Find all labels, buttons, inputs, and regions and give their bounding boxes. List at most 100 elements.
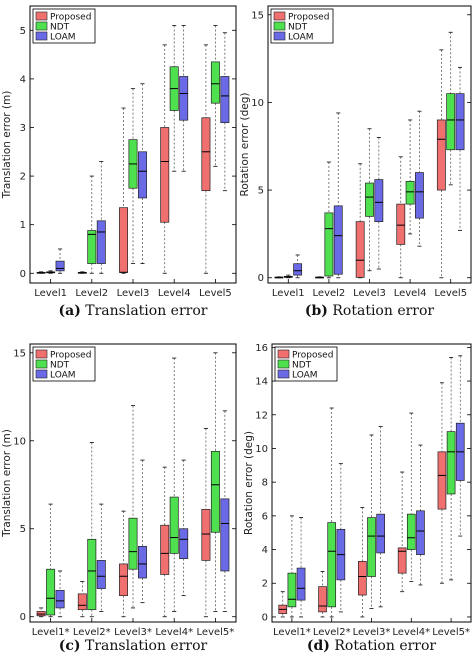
box-loam-3 — [374, 137, 384, 270]
x-tick-label: Level5* — [197, 627, 235, 638]
box-proposed-5 — [201, 428, 211, 618]
caption-letter: (b) — [305, 303, 328, 319]
box-body — [160, 127, 170, 223]
box-loam-5 — [455, 355, 465, 537]
x-tick-label: Level3 — [117, 288, 150, 299]
box-body — [358, 560, 367, 596]
x-tick-label: Level2 — [313, 288, 346, 299]
box-proposed-2 — [318, 571, 327, 618]
x-tick-label: Level1* — [273, 627, 311, 638]
box-body — [210, 61, 220, 104]
legend-label-proposed: Proposed — [50, 13, 91, 23]
box-body — [374, 179, 384, 222]
y-tick-label: 15 — [251, 10, 264, 21]
box-body — [220, 498, 230, 572]
box-body — [296, 567, 306, 601]
box-body — [128, 517, 138, 570]
box-loam-4 — [415, 110, 424, 247]
caption-letter: (c) — [59, 638, 81, 654]
box-loam-5 — [455, 66, 465, 231]
box-ndt-4 — [169, 24, 179, 172]
box-body — [293, 263, 303, 276]
box-ndt-1 — [287, 515, 297, 618]
box-body — [119, 563, 128, 596]
chart-c: 0 5 10 15 Translation error (m) Level1* Level2… — [1, 343, 237, 654]
box-ndt-1 — [46, 270, 56, 274]
box-loam-2 — [96, 503, 106, 612]
box-body — [405, 180, 415, 205]
box-body — [396, 203, 406, 245]
y-tick-label: 2 — [20, 172, 26, 183]
x-tick-label: Level5 — [199, 288, 232, 299]
legend-label-loam: LOAM — [50, 33, 76, 43]
box-ndt-5 — [210, 352, 220, 612]
box-loam-2 — [336, 463, 346, 613]
box-body — [406, 513, 416, 550]
y-tick-label: 10 — [251, 98, 264, 109]
box-body — [355, 221, 365, 278]
y-tick-label: 1 — [20, 220, 26, 231]
legend-swatch-proposed — [35, 349, 48, 359]
chart-d: 0 2 4 6 8 10 12 14 16 Rotation error (deg) Level1*… — [243, 343, 472, 654]
box-ndt-2 — [324, 161, 334, 279]
legend-swatch-loam — [277, 369, 290, 379]
box-ndt-1 — [46, 503, 56, 618]
box-loam-1 — [55, 570, 65, 618]
y-axis-label: Rotation error (deg) — [243, 431, 255, 535]
caption-letter: (d) — [307, 638, 330, 654]
box-body — [333, 205, 343, 275]
y-tick-label: 4 — [262, 545, 268, 556]
x-tick-label: Level4 — [394, 288, 427, 299]
box-ndt-3 — [365, 128, 374, 272]
legend-swatch-ndt — [35, 359, 48, 369]
legend-swatch-loam — [273, 31, 286, 41]
box-loam-4 — [179, 459, 189, 597]
box-body — [77, 593, 87, 611]
x-tick-label: Level2* — [313, 627, 351, 638]
box-body — [415, 172, 424, 219]
box-proposed-1 — [36, 607, 46, 618]
chart-caption: (a) Translation error — [59, 303, 208, 319]
box-proposed-3 — [119, 510, 128, 618]
y-tick-label: 5 — [20, 524, 26, 535]
box-ndt-4 — [406, 412, 416, 583]
box-loam-2 — [96, 161, 106, 274]
legend-swatch-proposed — [273, 11, 286, 21]
y-tick-label: 8 — [262, 478, 268, 489]
legend-label-loam: LOAM — [288, 33, 314, 43]
x-tick-label: Level1 — [272, 288, 305, 299]
box-loam-3 — [376, 426, 385, 608]
y-tick-label: 5 — [20, 26, 26, 37]
legend-label-loam: LOAM — [50, 371, 76, 381]
box-proposed-1 — [36, 271, 46, 274]
box-body — [367, 517, 376, 577]
box-ndt-3 — [128, 88, 138, 265]
legend-label-ndt: NDT — [288, 23, 308, 33]
box-body — [324, 212, 334, 277]
caption-text: Rotation error — [328, 303, 434, 319]
legend-swatch-loam — [35, 369, 48, 379]
y-tick-label: 16 — [255, 343, 268, 354]
box-proposed-2 — [315, 276, 324, 279]
box-body — [220, 76, 230, 123]
box-ndt-4 — [405, 119, 415, 235]
box-ndt-1 — [283, 274, 293, 279]
y-tick-label: 0 — [20, 612, 26, 623]
y-tick-label: 6 — [262, 511, 268, 522]
y-tick-label: 5 — [258, 186, 264, 197]
box-body — [416, 510, 425, 555]
x-tick-label: Level5* — [432, 627, 470, 638]
box-body — [55, 260, 65, 272]
legend-swatch-ndt — [277, 359, 290, 369]
caption-text: Translation error — [81, 638, 208, 654]
box-proposed-2 — [77, 581, 87, 618]
x-tick-label: Level1* — [32, 627, 70, 638]
y-tick-label: 0 — [262, 612, 268, 623]
box-loam-5 — [220, 410, 230, 612]
box-body — [119, 207, 128, 273]
box-proposed-3 — [358, 506, 367, 618]
caption-text: Translation error — [81, 303, 208, 319]
legend-label-proposed: Proposed — [292, 351, 333, 361]
